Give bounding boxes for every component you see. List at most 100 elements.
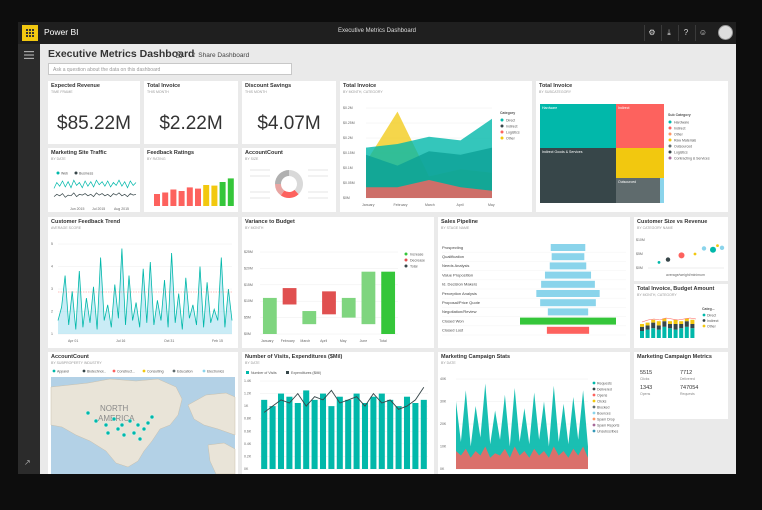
stats-area-requests[interactable] bbox=[456, 383, 588, 470]
map-point[interactable] bbox=[149, 414, 155, 420]
variance-to-budget-tile[interactable]: Variance to Budget BY MONTH $25M $20M $15M… bbox=[242, 217, 434, 348]
donut-slice[interactable] bbox=[275, 184, 285, 196]
pipeline-bar[interactable] bbox=[536, 290, 600, 297]
pipeline-bar[interactable] bbox=[547, 308, 589, 316]
treemap-logistics[interactable] bbox=[660, 178, 664, 203]
variance-bar[interactable] bbox=[302, 311, 317, 325]
budget-bar-segment[interactable] bbox=[640, 324, 644, 327]
map-point[interactable] bbox=[93, 418, 99, 424]
budget-bar-segment[interactable] bbox=[651, 322, 656, 329]
map-point[interactable] bbox=[127, 418, 133, 424]
download-icon[interactable]: ⤓ bbox=[661, 25, 676, 41]
pipeline-bar[interactable] bbox=[550, 244, 586, 251]
ratings-bar[interactable] bbox=[219, 182, 226, 206]
map-point[interactable] bbox=[105, 430, 111, 436]
donut-slice[interactable] bbox=[289, 170, 303, 195]
budget-bar-segment[interactable] bbox=[673, 319, 678, 324]
variance-bar[interactable] bbox=[341, 297, 356, 318]
customer-size-revenue-tile[interactable]: Customer Size vs Revenue BY CATEGORY NAM… bbox=[634, 217, 728, 281]
visits-bar[interactable] bbox=[277, 393, 285, 469]
visits-bar[interactable] bbox=[420, 399, 427, 469]
visits-bar[interactable] bbox=[261, 399, 268, 469]
ratings-bar[interactable] bbox=[162, 192, 169, 207]
budget-bar-segment[interactable] bbox=[645, 322, 650, 326]
visits-bar[interactable] bbox=[336, 396, 343, 469]
ratings-bar[interactable] bbox=[211, 185, 218, 206]
pipeline-bar[interactable] bbox=[549, 262, 587, 270]
visits-bar[interactable] bbox=[294, 403, 301, 469]
account-count-map-tile[interactable]: AccountCount BY SUBPROPERTY INDUSTRY App… bbox=[48, 352, 238, 474]
stats-area-bounces[interactable] bbox=[456, 446, 588, 470]
map-point[interactable] bbox=[137, 436, 143, 442]
budget-bar-segment[interactable] bbox=[673, 329, 678, 338]
marketing-campaign-stats-tile[interactable]: Marketing Campaign Stats BY DATE 40K 30K 2… bbox=[438, 352, 630, 474]
map-point[interactable] bbox=[131, 430, 137, 436]
scatter-point[interactable] bbox=[701, 246, 707, 251]
budget-bar-segment[interactable] bbox=[679, 321, 684, 324]
total-invoice-budget-tile[interactable]: Total Invoice, Budget Amount BY MONTH, C… bbox=[634, 284, 728, 348]
total-invoice-area-tile[interactable]: Total Invoice BY MONTH, CATEGORY $0.2M $0… bbox=[340, 81, 532, 212]
customer-feedback-trend-tile[interactable]: Customer Feedback Trend AVERAGE SCORE 5 4… bbox=[48, 217, 238, 348]
pipeline-bar[interactable] bbox=[541, 280, 595, 288]
map-point[interactable] bbox=[135, 422, 141, 428]
feedback-ratings-tile[interactable]: Feedback Ratings BY RATING bbox=[144, 148, 238, 212]
budget-bar-segment[interactable] bbox=[656, 325, 661, 330]
discount-savings-tile[interactable]: Discount Savings THIS MONTH $4.07M bbox=[242, 81, 336, 144]
marketing-campaign-metrics-tile[interactable]: Marketing Campaign Metrics 5515 Clicks 7… bbox=[634, 352, 728, 419]
visits-bar[interactable] bbox=[370, 396, 377, 469]
treemap-indirect[interactable] bbox=[616, 104, 664, 148]
map-point[interactable] bbox=[145, 420, 151, 426]
scatter-point[interactable] bbox=[710, 246, 716, 253]
share-dashboard-button[interactable]: ⇪ Share Dashboard bbox=[191, 51, 249, 59]
ratings-bar[interactable] bbox=[195, 188, 201, 206]
ratings-bar[interactable] bbox=[227, 178, 234, 206]
sales-pipeline-tile[interactable]: Sales Pipeline BY STAGE NAME Prospecting… bbox=[438, 217, 630, 348]
donut-slice[interactable] bbox=[280, 189, 299, 198]
variance-bar[interactable] bbox=[322, 291, 336, 315]
visits-bar[interactable] bbox=[387, 399, 394, 469]
ratings-bar[interactable] bbox=[203, 185, 210, 206]
ratings-bar[interactable] bbox=[186, 187, 193, 206]
budget-bar-segment[interactable] bbox=[668, 324, 672, 329]
budget-bar-segment[interactable] bbox=[684, 318, 689, 322]
visits-bar[interactable] bbox=[303, 390, 310, 469]
ratings-bar[interactable] bbox=[178, 191, 185, 206]
map-point[interactable] bbox=[141, 426, 147, 432]
marketing-site-traffic-tile[interactable]: Marketing Site Traffic BY DATE Web Busin… bbox=[48, 148, 140, 212]
account-count-donut-tile[interactable]: AccountCount BY SIZE bbox=[242, 148, 336, 212]
treemap-outsourced[interactable] bbox=[616, 178, 664, 203]
budget-bar-segment[interactable] bbox=[651, 319, 656, 323]
visits-bar[interactable] bbox=[378, 393, 385, 469]
visits-bar[interactable] bbox=[311, 399, 318, 469]
budget-bar-segment[interactable] bbox=[673, 324, 678, 330]
expected-revenue-tile[interactable]: Expected Revenue TIME FRAME $85.22M bbox=[48, 81, 140, 144]
qa-search-input[interactable]: Ask a question about the data on this da… bbox=[48, 63, 292, 75]
visits-bar[interactable] bbox=[361, 403, 369, 469]
budget-bar-segment[interactable] bbox=[662, 326, 667, 338]
pipeline-bar[interactable] bbox=[544, 271, 592, 279]
budget-bar-segment[interactable] bbox=[645, 329, 650, 338]
scatter-point[interactable] bbox=[719, 245, 725, 251]
variance-bar[interactable] bbox=[381, 271, 396, 334]
visits-bar[interactable] bbox=[328, 406, 335, 469]
budget-bar-segment[interactable] bbox=[690, 324, 695, 329]
pipeline-bar[interactable] bbox=[551, 253, 585, 261]
treemap-other[interactable] bbox=[616, 148, 664, 178]
visits-bar[interactable] bbox=[269, 406, 276, 469]
budget-bar-segment[interactable] bbox=[656, 329, 661, 338]
budget-bar-segment[interactable] bbox=[651, 328, 656, 338]
area-logistics[interactable] bbox=[366, 180, 492, 198]
visits-bar[interactable] bbox=[319, 393, 327, 469]
expand-arrow-icon[interactable]: ↗ bbox=[24, 458, 31, 467]
variance-bar[interactable] bbox=[262, 297, 277, 334]
scatter-point[interactable] bbox=[678, 252, 685, 259]
map-point[interactable] bbox=[103, 422, 109, 428]
pipeline-bar[interactable] bbox=[520, 317, 616, 325]
total-invoice-treemap-tile[interactable]: Total Invoice BY SUBCATEGORY Hardware In… bbox=[536, 81, 728, 212]
budget-bar-segment[interactable] bbox=[679, 328, 684, 338]
avatar[interactable] bbox=[718, 25, 733, 40]
budget-bar-segment[interactable] bbox=[645, 325, 650, 330]
budget-bar-segment[interactable] bbox=[690, 319, 695, 324]
budget-bar-segment[interactable] bbox=[668, 321, 672, 324]
hamburger-icon[interactable] bbox=[24, 51, 34, 59]
